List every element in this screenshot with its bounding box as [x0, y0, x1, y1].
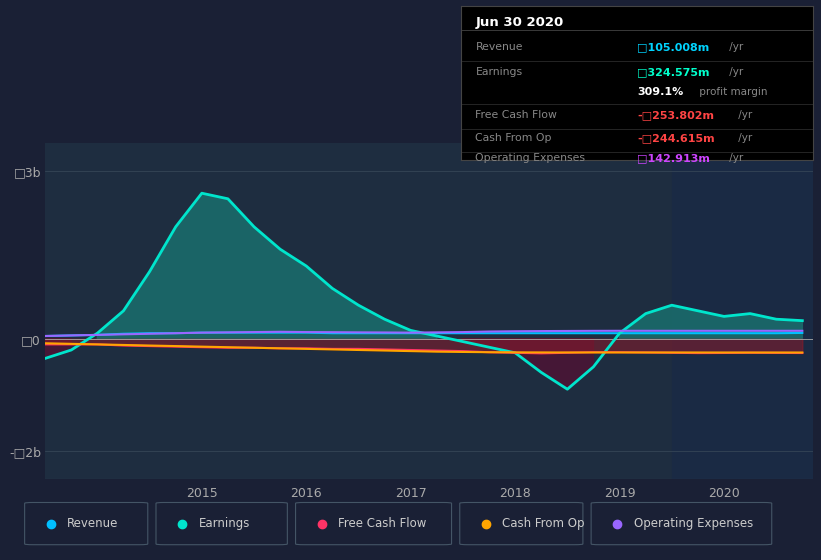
FancyBboxPatch shape — [296, 502, 452, 545]
FancyBboxPatch shape — [156, 502, 287, 545]
Text: □142.913m: □142.913m — [637, 153, 710, 163]
Text: /yr: /yr — [736, 110, 753, 120]
Text: □324.575m: □324.575m — [637, 67, 709, 77]
Text: /yr: /yr — [726, 42, 743, 52]
Text: /yr: /yr — [736, 133, 753, 143]
Bar — [672, 143, 821, 479]
Text: -□253.802m: -□253.802m — [637, 110, 714, 120]
FancyBboxPatch shape — [591, 502, 772, 545]
Text: Earnings: Earnings — [475, 67, 523, 77]
Text: Free Cash Flow: Free Cash Flow — [338, 517, 427, 530]
Text: Earnings: Earnings — [199, 517, 250, 530]
Text: Revenue: Revenue — [67, 517, 119, 530]
Text: /yr: /yr — [726, 67, 743, 77]
FancyBboxPatch shape — [25, 502, 148, 545]
Text: Free Cash Flow: Free Cash Flow — [475, 110, 557, 120]
Text: -□244.615m: -□244.615m — [637, 133, 715, 143]
FancyBboxPatch shape — [460, 502, 583, 545]
Text: Operating Expenses: Operating Expenses — [475, 153, 585, 163]
Text: 309.1%: 309.1% — [637, 87, 683, 97]
Text: /yr: /yr — [726, 153, 743, 163]
Text: Jun 30 2020: Jun 30 2020 — [475, 16, 564, 29]
Text: Revenue: Revenue — [475, 42, 523, 52]
Text: □105.008m: □105.008m — [637, 42, 709, 52]
Text: profit margin: profit margin — [696, 87, 768, 97]
Text: Operating Expenses: Operating Expenses — [634, 517, 753, 530]
Text: Cash From Op: Cash From Op — [475, 133, 552, 143]
Text: Cash From Op: Cash From Op — [502, 517, 585, 530]
